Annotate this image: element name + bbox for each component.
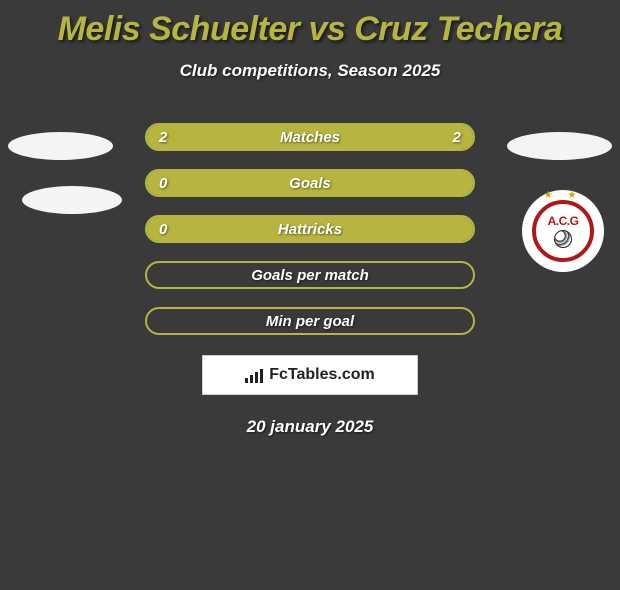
stat-row: Goals per match — [145, 261, 475, 289]
stats-container: 2 Matches 2 0 Goals 0 Hattricks Goals per match… — [0, 123, 620, 335]
page-title: Melis Schuelter vs Cruz Techera — [0, 10, 620, 49]
stat-row: 0 Goals — [145, 169, 475, 197]
stat-label: Goals per match — [251, 267, 369, 284]
stat-label: Min per goal — [266, 313, 354, 330]
stat-value-left: 0 — [159, 175, 167, 192]
subtitle: Club competitions, Season 2025 — [0, 61, 620, 81]
stat-value-left: 2 — [159, 129, 167, 146]
stat-row: Min per goal — [145, 307, 475, 335]
fctables-brand-box[interactable]: FcTables.com — [202, 355, 418, 395]
stat-value-left: 0 — [159, 221, 167, 238]
brand-label: FcTables.com — [269, 366, 375, 384]
stat-row: 2 Matches 2 — [145, 123, 475, 151]
stat-label: Hattricks — [278, 221, 342, 238]
stat-label: Goals — [289, 175, 331, 192]
bar-chart-icon — [245, 367, 263, 383]
stat-row: 0 Hattricks — [145, 215, 475, 243]
stat-label: Matches — [280, 129, 340, 146]
stat-value-right: 2 — [453, 129, 461, 146]
date-label: 20 january 2025 — [0, 417, 620, 437]
